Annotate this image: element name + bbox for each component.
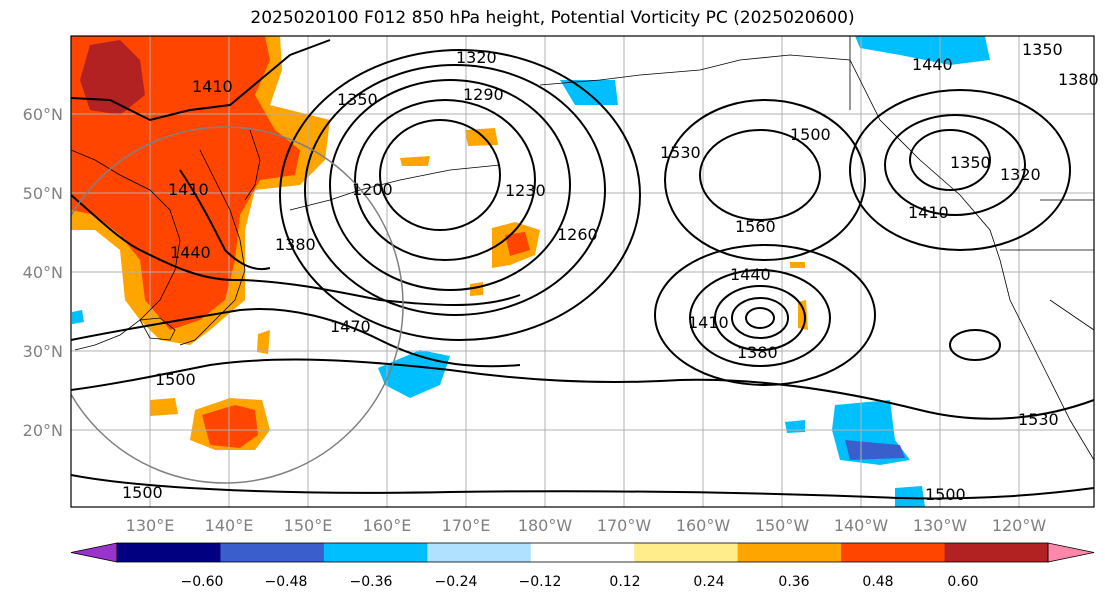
contour-label: 1410 xyxy=(168,180,209,199)
colorbar-segment xyxy=(634,543,739,562)
height-contours xyxy=(71,39,1094,500)
contour-label: 1290 xyxy=(463,85,504,104)
lon-label: 170°E xyxy=(442,516,491,535)
pv-negative-shading xyxy=(72,36,990,507)
colorbar-segment xyxy=(530,543,635,562)
colorbar-tick-label: −0.60 xyxy=(181,574,224,590)
colorbar-extend-low xyxy=(70,542,118,563)
lon-label: 180°W xyxy=(518,516,573,535)
contour-label: 1410 xyxy=(192,77,233,96)
contour-label: 1440 xyxy=(912,55,953,74)
lon-label: 130°E xyxy=(126,516,175,535)
coastlines xyxy=(71,36,1094,461)
colorbar-tick-label: 0.48 xyxy=(862,574,893,590)
colorbar-segment xyxy=(427,543,532,562)
colorbar-extend-high xyxy=(1047,542,1095,563)
contour-label: 1500 xyxy=(122,483,163,502)
contour-label: 1500 xyxy=(925,485,966,504)
lon-label: 150°E xyxy=(284,516,333,535)
lon-label: 160°W xyxy=(676,516,731,535)
colorbar-tick-label: 0.24 xyxy=(693,574,724,590)
colorbar-segment xyxy=(841,543,946,562)
contour-label: 1380 xyxy=(1058,70,1099,89)
colorbar-tick-labels: −0.60 −0.48 −0.36 −0.24 −0.12 0.12 0.24 … xyxy=(181,574,979,590)
colorbar-segment xyxy=(323,543,428,562)
colorbar xyxy=(70,542,1095,563)
contour-label: 1440 xyxy=(170,243,211,262)
contour-label: 1380 xyxy=(275,235,316,254)
contour-label: 1410 xyxy=(688,313,729,332)
contour-label: 1500 xyxy=(155,370,196,389)
contour-labels: 1320 1350 1290 1410 1410 1260 1230 1200 … xyxy=(122,40,1099,504)
contour-label: 1410 xyxy=(908,203,949,222)
map-content xyxy=(71,36,1094,507)
graticule xyxy=(71,36,1094,507)
map-frame xyxy=(70,35,1095,508)
contour-label: 1350 xyxy=(950,153,991,172)
colorbar-tick-label: −0.48 xyxy=(265,574,308,590)
lon-label: 140°E xyxy=(205,516,254,535)
colorbar-tick-label: 0.60 xyxy=(947,574,978,590)
map-title: 2025020100 F012 850 hPa height, Potentia… xyxy=(250,8,855,28)
contour-label: 1320 xyxy=(1000,165,1041,184)
colorbar-segment xyxy=(737,543,842,562)
contour-label: 1200 xyxy=(352,180,393,199)
contour-label: 1530 xyxy=(1018,410,1059,429)
contour-label: 1560 xyxy=(735,217,776,236)
lon-label: 160°E xyxy=(363,516,412,535)
colorbar-tick-label: 0.12 xyxy=(609,574,640,590)
contour-label: 1230 xyxy=(505,181,546,200)
longitude-labels: 130°E 140°E 150°E 160°E 170°E 180°W 170°… xyxy=(126,516,1047,535)
colorbar-segment xyxy=(220,543,325,562)
lon-label: 130°W xyxy=(913,516,968,535)
lon-label: 170°W xyxy=(597,516,652,535)
colorbar-segment xyxy=(944,543,1049,562)
lat-label: 20°N xyxy=(23,421,63,440)
lat-label: 60°N xyxy=(23,105,63,124)
contour-label: 1320 xyxy=(456,48,497,67)
contour-label: 1380 xyxy=(737,343,778,362)
lon-label: 120°W xyxy=(992,516,1047,535)
contour-label: 1470 xyxy=(330,317,371,336)
contour-label: 1260 xyxy=(557,225,598,244)
colorbar-tick-label: −0.36 xyxy=(350,574,393,590)
lon-label: 140°W xyxy=(834,516,889,535)
colorbar-tick-label: 0.36 xyxy=(778,574,809,590)
lat-label: 30°N xyxy=(23,342,63,361)
colorbar-segment xyxy=(117,543,221,562)
contour-label: 1440 xyxy=(730,265,771,284)
contour-label: 1350 xyxy=(337,90,378,109)
contour-label: 1500 xyxy=(790,125,831,144)
lat-label: 50°N xyxy=(23,184,63,203)
colorbar-tick-label: −0.12 xyxy=(519,574,562,590)
colorbar-tick-label: −0.24 xyxy=(435,574,478,590)
colorbar-frame xyxy=(116,542,1049,563)
lat-label: 40°N xyxy=(23,263,63,282)
contour-label: 1530 xyxy=(660,143,701,162)
range-circle xyxy=(71,126,404,484)
contour-label: 1350 xyxy=(1022,40,1063,59)
latitude-labels: 60°N 50°N 40°N 30°N 20°N xyxy=(23,105,63,440)
lon-label: 150°W xyxy=(755,516,810,535)
